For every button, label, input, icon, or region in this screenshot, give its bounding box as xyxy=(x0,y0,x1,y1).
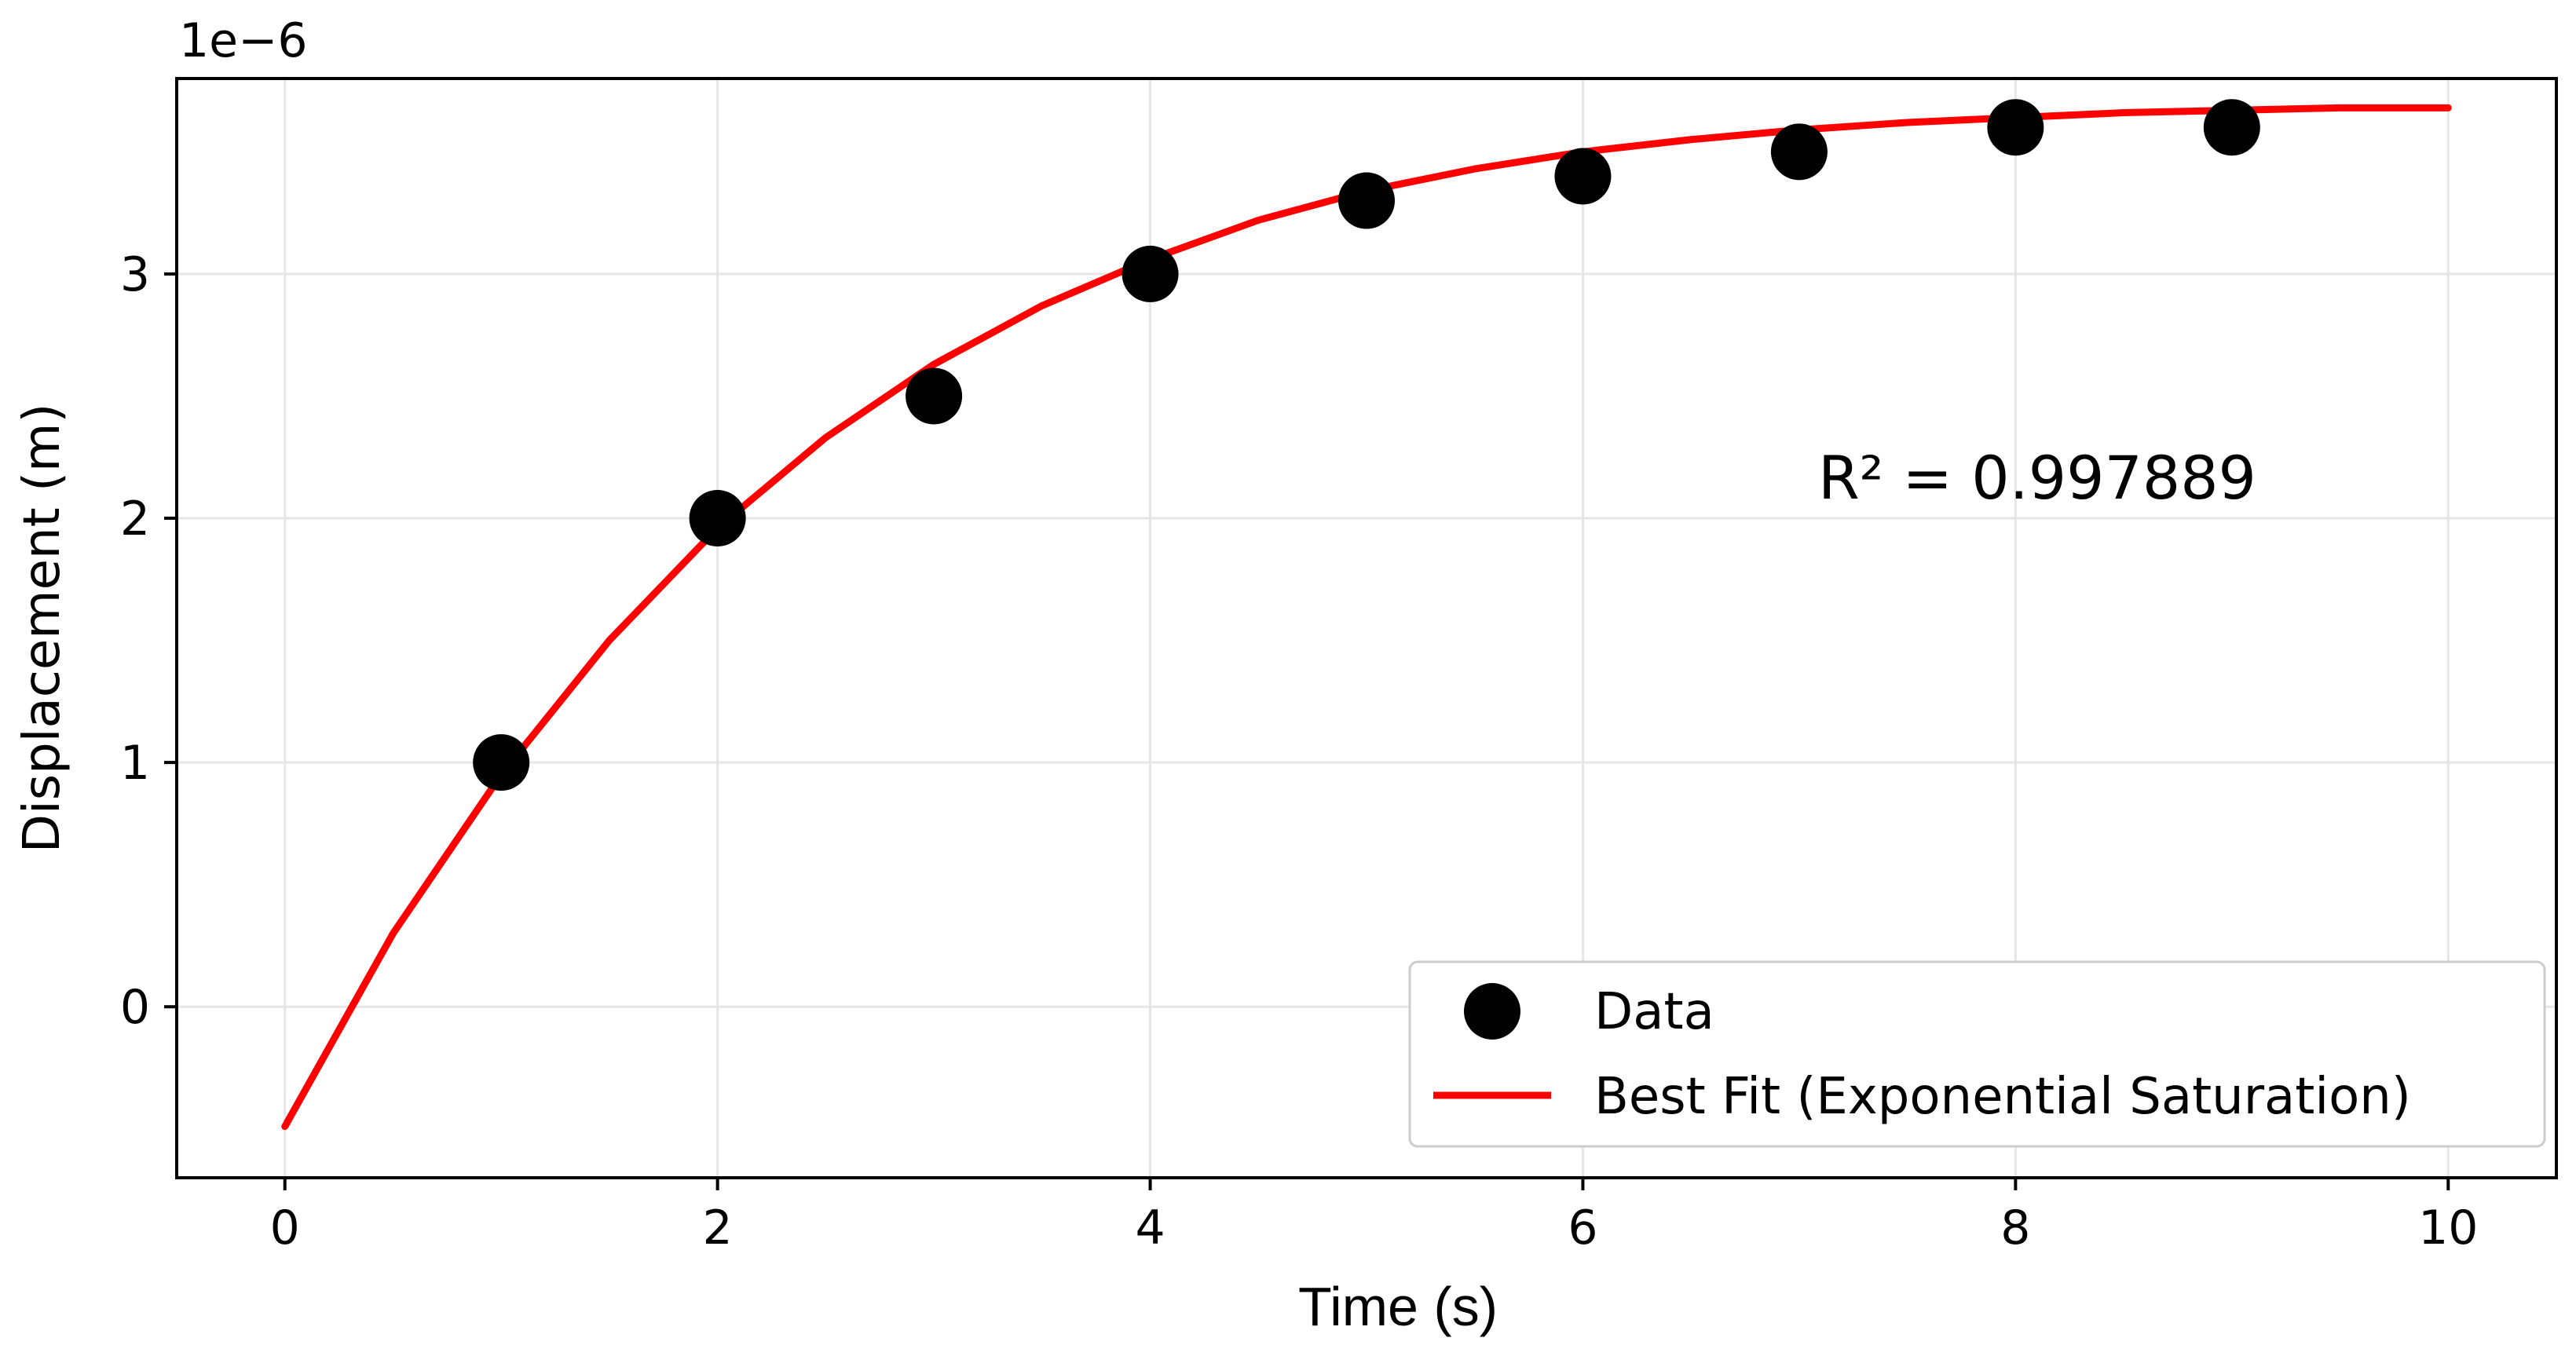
r-squared-annotation: R² = 0.997889 xyxy=(1818,443,2256,513)
y-axis-label: Displacement (m) xyxy=(13,404,71,853)
y-tick-label: 2 xyxy=(120,492,150,546)
data-point xyxy=(2203,99,2260,156)
data-point xyxy=(1338,172,1395,229)
x-tick-label: 4 xyxy=(1135,1201,1165,1255)
data-point xyxy=(906,367,963,425)
legend-marker-data xyxy=(1464,983,1520,1040)
legend-box xyxy=(1408,960,2546,1148)
x-tick-label: 6 xyxy=(1568,1201,1597,1255)
y-tick-label: 0 xyxy=(120,980,150,1035)
y-tick-label: 3 xyxy=(120,247,150,302)
data-point xyxy=(1122,245,1179,302)
legend-label-fit: Best Fit (Exponential Saturation) xyxy=(1594,1068,2411,1126)
series-layer xyxy=(281,99,2452,1131)
x-tick-label: 0 xyxy=(270,1201,300,1255)
legend: Data Best Fit (Exponential Saturation) xyxy=(1408,960,2546,1148)
data-point xyxy=(473,734,530,791)
y-offset-label: 1e−6 xyxy=(179,13,308,68)
x-tick-label: 8 xyxy=(2000,1201,2030,1255)
data-point xyxy=(1770,123,1828,181)
x-tick-label: 2 xyxy=(703,1201,733,1255)
data-point xyxy=(1987,99,2044,156)
ticks: 0 2 4 6 8 10 0 1 2 3 xyxy=(120,247,2479,1255)
data-point xyxy=(1554,148,1612,205)
x-tick-label: 10 xyxy=(2418,1201,2478,1255)
plot-frame xyxy=(175,77,2558,1179)
x-axis-label: Time (s) xyxy=(1298,1276,1498,1337)
legend-label-data: Data xyxy=(1594,983,1714,1041)
data-point xyxy=(689,490,746,546)
y-tick-label: 1 xyxy=(120,736,150,791)
